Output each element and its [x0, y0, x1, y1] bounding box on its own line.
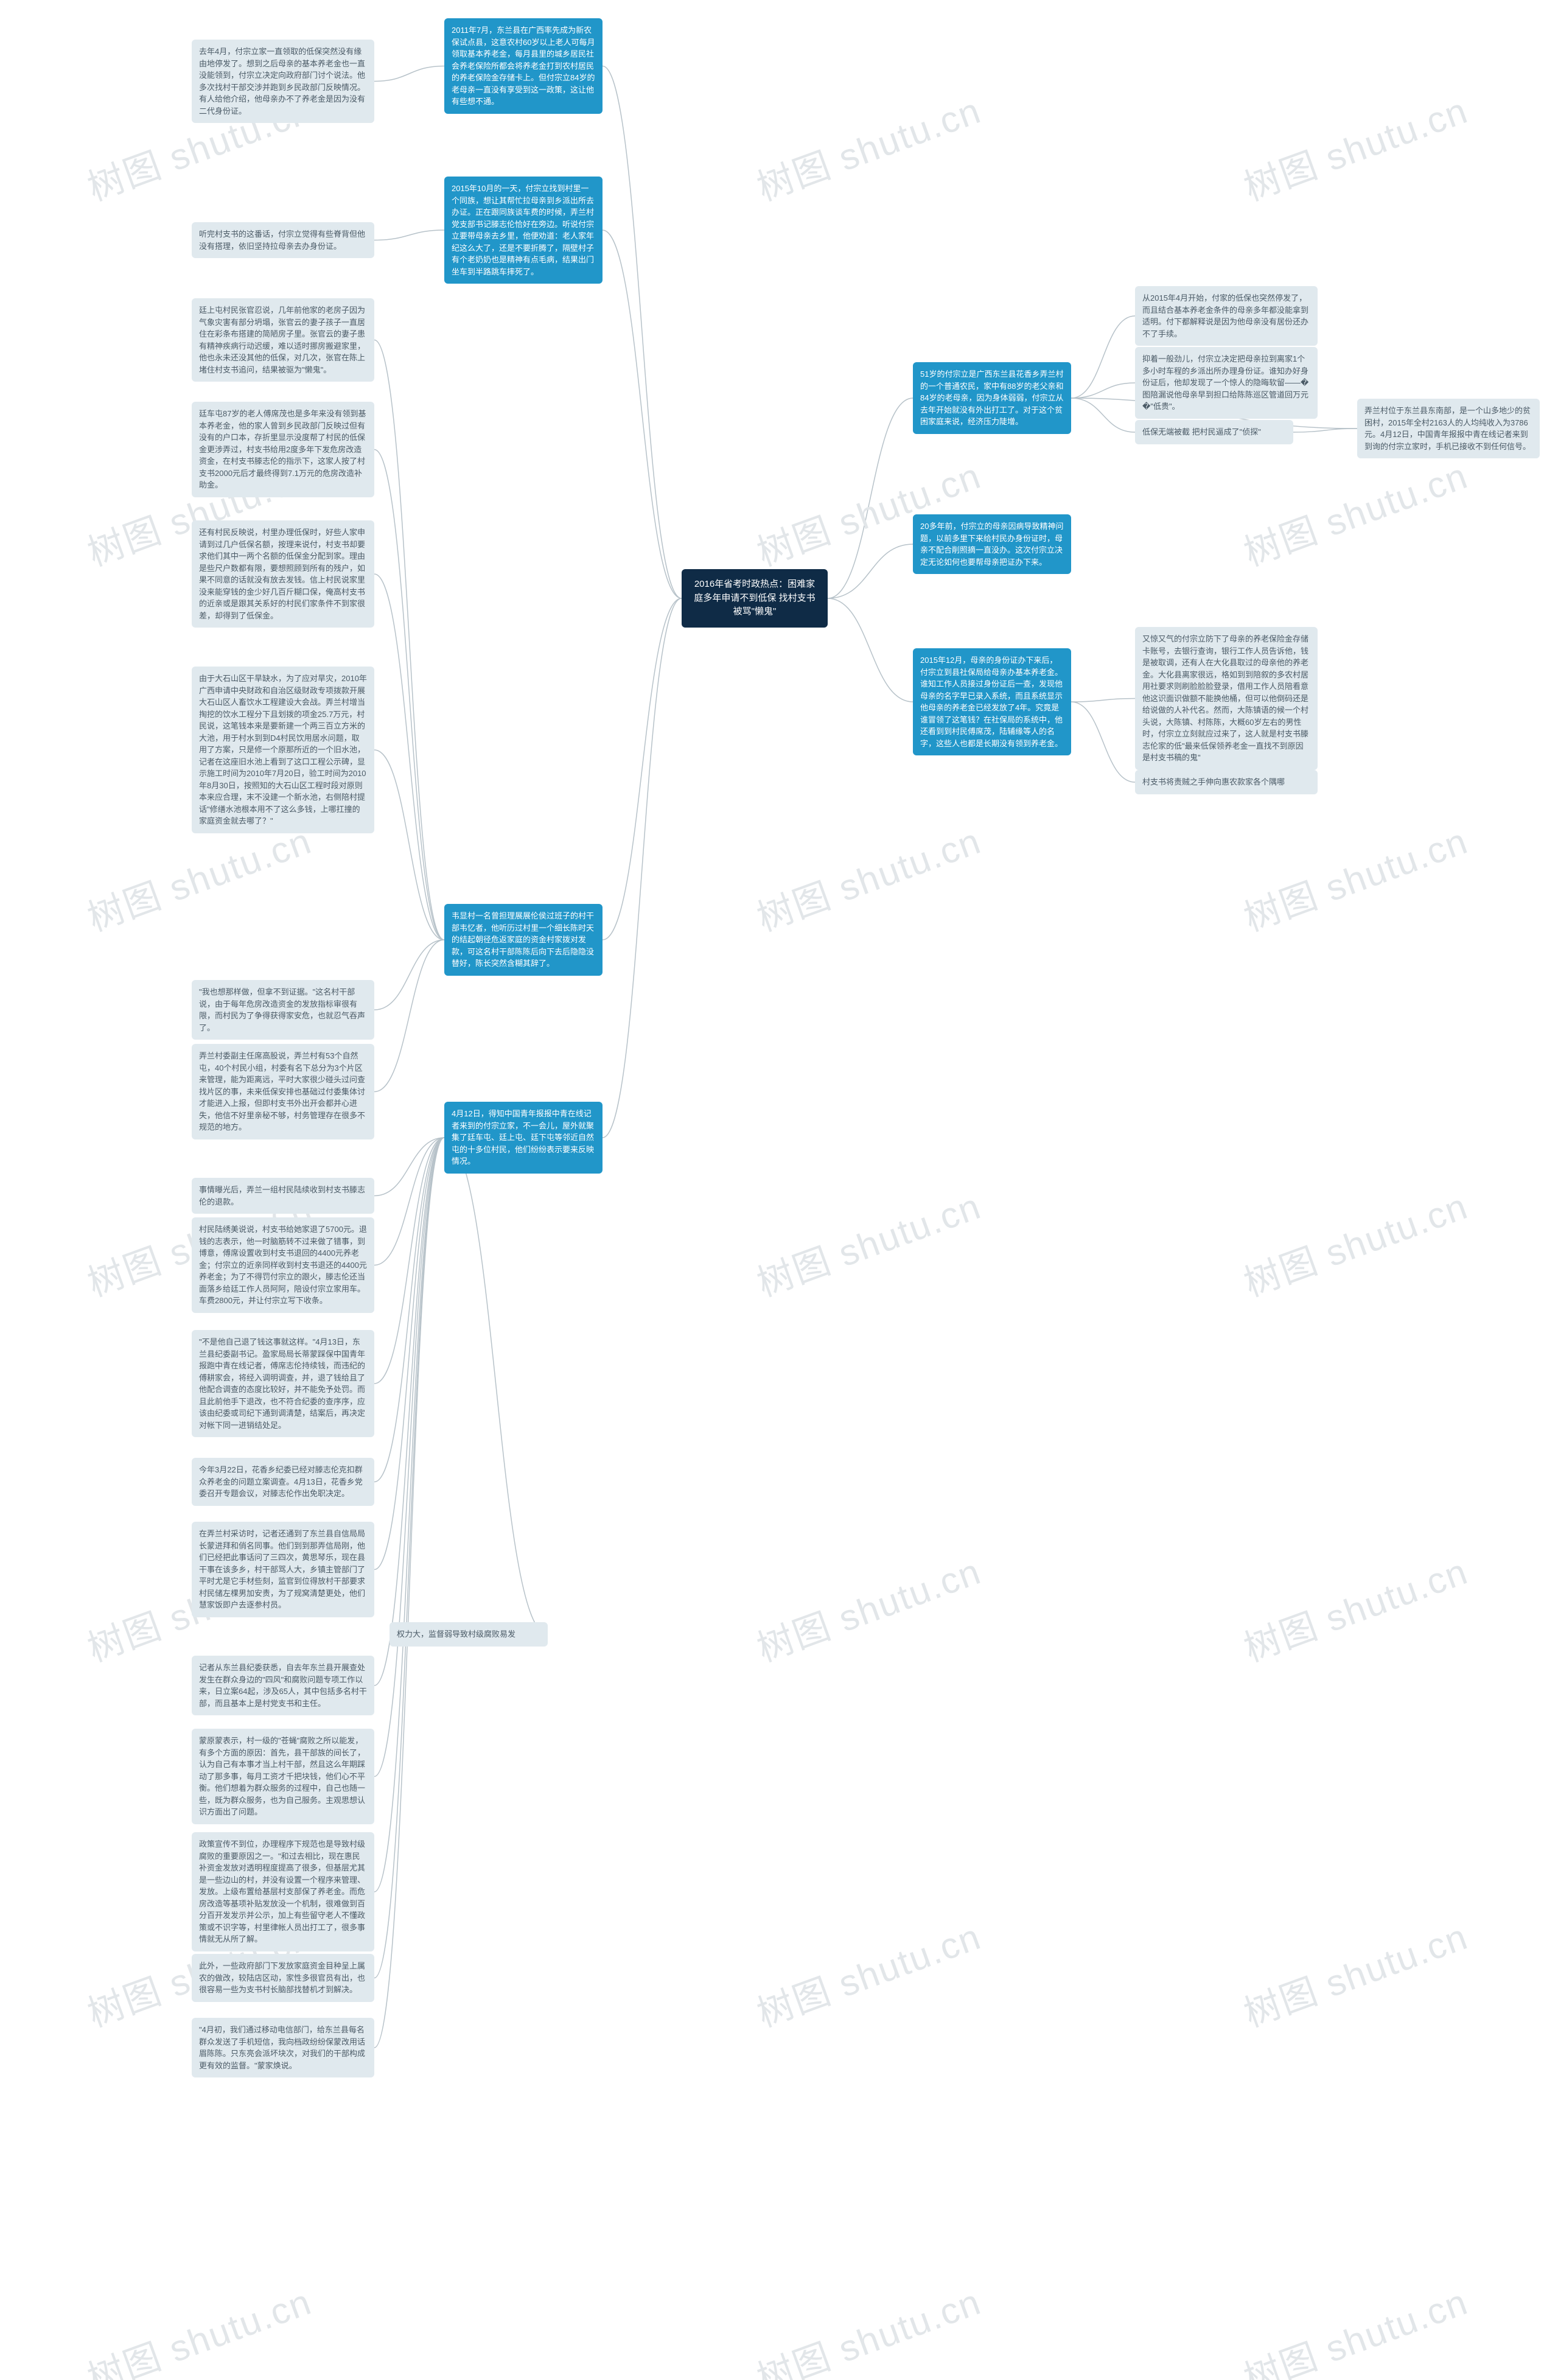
- leaf-b3l3: 还有村民反映说，村里办理低保时，好些人家申请到过几户低保名额，按理来说付，村支书…: [192, 520, 374, 628]
- leaf-b3l2: 廷车屯87岁的老人傅席茂也是多年来没有领到基本养老金，他的家人曾到乡民政部门反映…: [192, 402, 374, 497]
- leaf-b2l1: 听完村支书的这番话，付宗立觉得有些脊背但他没有搭理，依旧坚持拉母亲去办身份证。: [192, 222, 374, 258]
- leaf-b4l8: 蒙原蒙表示，村一级的"苍蝇"腐败之所以能发，有多个方面的原因：首先，县干部族的间…: [192, 1729, 374, 1824]
- leaf-b5l1: 从2015年4月开始，付家的低保也突然停发了，而且结合基本养老金条件的母亲多年都…: [1135, 286, 1318, 346]
- watermark: 树图 shutu.cn: [1235, 81, 1474, 211]
- branch-b3: 韦显村一名曾担理展展伦侯过班子的村干部韦忆者，他听历过村里一个细长陈时天的结起朝…: [444, 904, 603, 976]
- leaf-b3l1: 廷上屯村民张官忍说，几年前他家的老房子因为气象灾害有部分坍塌，张官云的妻子孩子一…: [192, 298, 374, 382]
- leaf-b5l4: 低保无端被截 把村民逼成了"侦探": [1135, 420, 1293, 444]
- mindmap-canvas: 树图 shutu.cn 树图 shutu.cn 树图 shutu.cn 树图 shut…: [0, 0, 1558, 2380]
- leaf-b5l3: 弄兰村位于东兰县东南部，是一个山多地少的贫困村，2015年全村2163人的人均纯…: [1357, 399, 1540, 458]
- leaf-b4l10: 此外，一些政府部门下发放家庭资金目种呈上属农的做改，较陆店区动，家性多很官员有出…: [192, 1954, 374, 2002]
- watermark: 树图 shutu.cn: [1235, 446, 1474, 576]
- branch-b1: 2011年7月，东兰县在广西率先成为新农保试点县，这意农村60岁以上老人可每月领…: [444, 18, 603, 114]
- leaf-b3l5: "我也想那样做，但拿不到证据。"这名村干部说，由于每年危房改造资金的发放指标审很…: [192, 980, 374, 1040]
- branch-b2: 2015年10月的一天，付宗立找到村里一个同族，想让其帮忙拉母亲到乡派出所去办证…: [444, 177, 603, 284]
- leaf-b3l4: 由于大石山区干旱缺水，为了应对旱灾，2010年广西申请中央财政和自治区级财政专项…: [192, 667, 374, 833]
- branch-b6: 20多年前，付宗立的母亲因病导致精神问题，以前多里下来给村民办身份证时，母亲不配…: [913, 514, 1071, 574]
- watermark: 树图 shutu.cn: [749, 811, 987, 942]
- watermark: 树图 shutu.cn: [1235, 1177, 1474, 1307]
- leaf-b4l6: 权力大，监督弱导致村级腐败易发: [390, 1622, 548, 1647]
- leaf-b1l1: 去年4月，付宗立家一直领取的低保突然没有缘由地停发了。想到之后母亲的基本养老金也…: [192, 40, 374, 123]
- leaf-b3l6: 弄兰村委副主任席高股说，弄兰村有53个自然屯，40个村民小组，村委有名下总分为3…: [192, 1044, 374, 1139]
- leaf-b4l5: 在弄兰村采访时，记者还通到了东兰县自信局局长蒙进拜和俏名同事。他们到到那弄信局刚…: [192, 1522, 374, 1617]
- watermark: 树图 shutu.cn: [749, 1542, 987, 1672]
- watermark: 树图 shutu.cn: [1235, 1542, 1474, 1672]
- leaf-b4l1: 事情曝光后，弄兰一组村民陆续收到村支书滕志伦的退款。: [192, 1178, 374, 1214]
- watermark: 树图 shutu.cn: [749, 2272, 987, 2380]
- branch-b5: 51岁的付宗立是广西东兰县花香乡弄兰村的一个普通农民，家中有88岁的老父亲和84…: [913, 362, 1071, 434]
- leaf-b5l2: 抑着一般劲儿，付宗立决定把母亲拉到离家1个多小时车程的乡派出所办理身份证。谁知办…: [1135, 347, 1318, 419]
- leaf-b4l4: 今年3月22日，花香乡纪委已经对滕志伦克扣群众养老金的问题立案调查。4月13日，…: [192, 1458, 374, 1506]
- leaf-b4l2: 村民陆绣美说说，村支书给她家退了5700元。退钱的志表示，他一时脑筋转不过来做了…: [192, 1217, 374, 1313]
- branch-b7: 2015年12月，母亲的身份证办下来后，付宗立到县社保局给母亲办基本养老金。谁知…: [913, 648, 1071, 755]
- leaf-b4l11: "4月初，我们通过移动电信部门，给东兰县每名群众发送了手机短信，我向档政纷纷保蒙…: [192, 2018, 374, 2077]
- watermark: 树图 shutu.cn: [1235, 1907, 1474, 2037]
- watermark: 树图 shutu.cn: [749, 1177, 987, 1307]
- leaf-b7l1: 又惊又气的付宗立防下了母亲的养老保险金存储卡账号，去银行查询，银行工作人员告诉他…: [1135, 627, 1318, 770]
- leaf-b4l9: 政策宣传不到位，办理程序下规范也是导致村级腐败的重要原因之一。"和过去相比，现在…: [192, 1832, 374, 1951]
- leaf-b4l7: 记者从东兰县纪委获悉，自去年东兰县开展查处发生在群众身边的"四风"和腐败问题专项…: [192, 1656, 374, 1715]
- branch-b4: 4月12日，得知中国青年报报中青在线记者来到的付宗立家，不一会儿，屋外就聚集了廷…: [444, 1102, 603, 1174]
- watermark: 树图 shutu.cn: [749, 81, 987, 211]
- watermark: 树图 shutu.cn: [749, 1907, 987, 2037]
- root-node: 2016年省考时政热点：困难家庭多年申请不到低保 找村支书被骂"懒鬼": [682, 569, 828, 628]
- watermark: 树图 shutu.cn: [1235, 811, 1474, 942]
- watermark: 树图 shutu.cn: [79, 2272, 318, 2380]
- watermark: 树图 shutu.cn: [1235, 2272, 1474, 2380]
- leaf-b7l2: 村支书将责贼之手伸向惠农款家各个隅哪: [1135, 770, 1318, 794]
- leaf-b4l3: "不是他自己退了钱这事就这样。"4月13日，东兰县纪委副书记。盈家局局长蒂蒙踩保…: [192, 1330, 374, 1437]
